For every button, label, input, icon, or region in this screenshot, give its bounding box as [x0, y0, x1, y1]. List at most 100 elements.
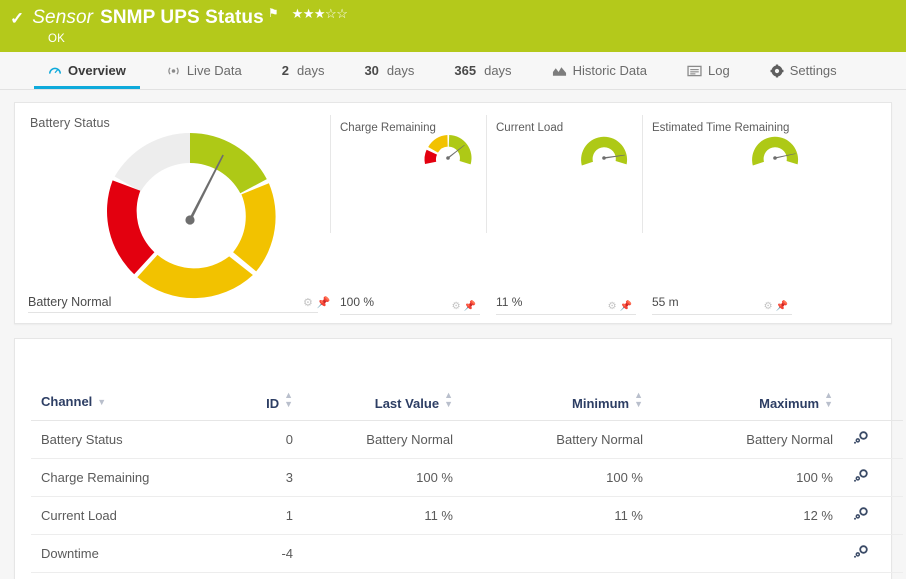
tab-30-days[interactable]: 30 days	[344, 52, 434, 89]
cell-maximum: 100 %	[653, 458, 843, 497]
sensor-header: ✓ Sensor SNMP UPS Status ⚑ ★★★☆☆ OK	[0, 0, 906, 52]
tab-bar: Overview Live Data 2 days 30 days 365 da…	[0, 52, 906, 90]
gauge-needle	[603, 154, 625, 159]
tab-2-days[interactable]: 2 days	[262, 52, 345, 89]
primary-gauge-block: Battery Status Battery Norma	[15, 103, 331, 323]
table-header-row: Channel ▼ ID ▲ ▼ Last Value ▲ ▼ Minimum ▲ ▼ Max…	[31, 339, 903, 421]
cell-maximum: Battery Normal	[653, 420, 843, 459]
settings-gears-icon[interactable]	[853, 545, 869, 561]
chart-icon	[552, 65, 567, 77]
channel-table: Channel ▼ ID ▲ ▼ Last Value ▲ ▼ Minimum ▲ ▼ Max…	[31, 339, 903, 579]
cell-last-value: Battery Normal	[303, 420, 463, 459]
tab-days-unit: days	[386, 63, 415, 78]
column-header-id[interactable]: ID ▲ ▼	[231, 339, 303, 421]
sort-desc-icon[interactable]: ▼	[97, 396, 107, 407]
cell-actions[interactable]	[843, 496, 903, 535]
cell-actions[interactable]	[843, 572, 903, 579]
gauge-panel: Battery Status Battery Norma	[14, 102, 892, 324]
primary-gauge-title: Battery Status	[30, 116, 110, 130]
sort-both-icon[interactable]: ▲ ▼	[824, 390, 833, 409]
cell-id: 0	[231, 420, 303, 459]
cell-last-value	[303, 534, 463, 573]
gear-icon[interactable]: ⚙	[607, 301, 617, 312]
table-row[interactable]: Current Load 1 11 % 11 % 12 %	[31, 496, 903, 535]
cell-channel: Current Load	[31, 496, 231, 535]
gauge-title: Current Load	[496, 122, 564, 134]
battery-status-gauge[interactable]	[95, 125, 285, 315]
priority-stars[interactable]: ★★★☆☆	[291, 6, 348, 21]
tab-days-number: 2	[281, 63, 289, 78]
status-check-icon: ✓	[10, 8, 25, 28]
settings-gears-icon[interactable]	[853, 431, 869, 447]
flag-icon[interactable]: ⚑	[267, 6, 279, 20]
settings-gears-icon[interactable]	[853, 469, 869, 485]
sort-both-icon[interactable]: ▲ ▼	[634, 390, 643, 409]
pin-icon[interactable]: 📌	[775, 301, 788, 312]
tab-overview[interactable]: Overview	[28, 52, 146, 89]
table-row[interactable]: Battery Status 0 Battery Normal Battery …	[31, 420, 903, 459]
gauge-divider	[496, 314, 636, 315]
pin-icon[interactable]: 📌	[463, 301, 476, 312]
gauge-actions: ⚙ 📌	[452, 301, 476, 312]
gauge-title: Charge Remaining	[340, 122, 436, 134]
tab-settings[interactable]: Settings	[750, 52, 857, 89]
tab-365-days[interactable]: 365 days	[434, 52, 531, 89]
table-row[interactable]: Charge Remaining 3 100 % 100 % 100 %	[31, 458, 903, 497]
tab-log[interactable]: Log	[667, 52, 750, 89]
table-row[interactable]: Estimated Time Remain… 2 55 m 53 m 1 h 1…	[31, 572, 903, 579]
column-header-minimum[interactable]: Minimum ▲ ▼	[463, 339, 653, 421]
cell-actions[interactable]	[843, 420, 903, 459]
column-label: Minimum	[572, 396, 630, 411]
cell-actions[interactable]	[843, 458, 903, 497]
cell-minimum: Battery Normal	[463, 420, 653, 459]
cell-maximum: 12 %	[653, 496, 843, 535]
tab-days-number: 30	[364, 63, 379, 78]
sort-both-icon[interactable]: ▲ ▼	[444, 390, 453, 409]
tab-label: Log	[707, 63, 730, 78]
gear-icon[interactable]: ⚙	[303, 297, 313, 309]
table-row[interactable]: Downtime -4	[31, 534, 903, 573]
cell-maximum	[653, 534, 843, 573]
cell-actions[interactable]	[843, 534, 903, 573]
cell-last-value: 11 %	[303, 496, 463, 535]
cell-last-value: 55 m	[303, 572, 463, 579]
gauge-block-charge-remaining: Charge Remaining 100 % ⚙ 📌	[331, 108, 486, 323]
gauge-needle	[188, 154, 224, 221]
cell-minimum: 11 %	[463, 496, 653, 535]
cell-channel: Charge Remaining	[31, 458, 231, 497]
column-header-last-value[interactable]: Last Value ▲ ▼	[303, 339, 463, 421]
gauge-hub	[773, 156, 777, 160]
tab-live-data[interactable]: Live Data	[146, 52, 262, 89]
gauge-hub	[602, 156, 606, 160]
column-header-channel[interactable]: Channel ▼	[31, 339, 231, 421]
pin-icon[interactable]: 📌	[619, 301, 632, 312]
gauge-value: 55 m	[652, 295, 679, 309]
gear-icon[interactable]: ⚙	[451, 301, 461, 312]
status-badge: OK	[48, 33, 66, 45]
cell-channel: Estimated Time Remain…	[31, 572, 231, 579]
settings-gears-icon[interactable]	[853, 507, 869, 523]
column-header-maximum[interactable]: Maximum ▲ ▼	[653, 339, 843, 421]
sort-both-icon[interactable]: ▲ ▼	[284, 390, 293, 409]
gauge-block-estimated-time-remaining: Estimated Time Remaining 55 m ⚙ 📌	[643, 108, 828, 323]
cell-channel: Downtime	[31, 534, 231, 573]
tab-historic-data[interactable]: Historic Data	[532, 52, 667, 89]
tab-label: Overview	[68, 63, 126, 78]
cell-id: 2	[231, 572, 303, 579]
estimated-time-remaining-gauge[interactable]	[747, 124, 803, 168]
gear-icon[interactable]: ⚙	[763, 301, 773, 312]
gauge-hub	[185, 215, 195, 225]
page-title[interactable]: SNMP UPS Status	[100, 7, 264, 28]
gauge-actions: ⚙ 📌	[608, 301, 632, 312]
current-load-gauge[interactable]	[576, 124, 632, 168]
gauge-divider	[652, 314, 792, 315]
pin-icon[interactable]: 📌	[316, 297, 331, 309]
tab-label: Live Data	[186, 63, 242, 78]
log-icon	[687, 65, 702, 77]
column-label: Maximum	[759, 396, 820, 411]
charge-remaining-gauge[interactable]	[420, 124, 476, 168]
primary-gauge-value: Battery Normal	[28, 295, 112, 309]
sensor-type-label: Sensor	[32, 7, 94, 28]
cell-id: -4	[231, 534, 303, 573]
gauge-title: Estimated Time Remaining	[652, 122, 790, 134]
